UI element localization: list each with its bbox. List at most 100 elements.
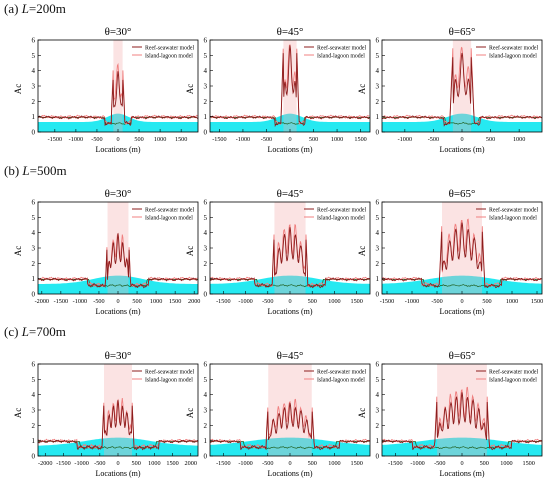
legend-label: Island-lagoon model xyxy=(489,53,537,59)
legend-label: Island-lagoon model xyxy=(317,53,365,59)
x-tick-label: 0 xyxy=(288,136,291,143)
x-tick-label: -1000 xyxy=(74,460,88,467)
legend-label: Island-lagoon model xyxy=(317,215,365,221)
y-tick-label: 5 xyxy=(376,376,380,384)
section-label-a: (a) L=200m xyxy=(4,1,66,17)
y-axis-label: Ac xyxy=(357,246,367,257)
section-tag: (c) xyxy=(4,324,19,339)
x-tick-label: 0 xyxy=(116,298,119,305)
y-tick-label: 6 xyxy=(204,361,208,369)
x-tick-label: -1500 xyxy=(48,136,62,143)
x-axis-label: Locations (m) xyxy=(95,145,140,154)
cyan-area xyxy=(210,113,370,132)
x-tick-label: 500 xyxy=(309,136,318,143)
x-tick-label: -1000 xyxy=(238,298,252,305)
x-tick-label: 500 xyxy=(132,460,141,467)
x-tick-label: 1500 xyxy=(166,460,178,467)
x-tick-label: -1000 xyxy=(69,136,83,143)
reef-zone-shade xyxy=(113,40,123,132)
cyan-area xyxy=(210,437,370,456)
y-tick-label: 2 xyxy=(204,98,208,106)
reef-seawater-series-line xyxy=(37,233,198,289)
x-tick-label: 0 xyxy=(460,298,463,305)
y-tick-label: 2 xyxy=(32,98,36,106)
x-tick-label: 1500 xyxy=(175,136,187,143)
chart-title: θ=65° xyxy=(449,26,476,38)
legend-label: Reef-seawater model xyxy=(145,206,194,213)
y-tick-label: 6 xyxy=(376,199,380,207)
y-tick-label: 1 xyxy=(376,275,380,283)
y-tick-label: 1 xyxy=(376,437,380,445)
x-tick-label: 1000 xyxy=(154,136,166,143)
x-axis-label: Locations (m) xyxy=(439,307,484,316)
x-tick-label: 0 xyxy=(116,136,119,143)
legend-label: Reef-seawater model xyxy=(145,368,194,375)
y-tick-label: 2 xyxy=(32,422,36,430)
cyan-area xyxy=(382,437,542,456)
chart-title: θ=45° xyxy=(277,26,304,38)
y-tick-label: 1 xyxy=(32,113,36,121)
chart-title: θ=30° xyxy=(105,188,132,200)
chart-panel-6: 0 1 2 3 4 5 6 -1500 -1000 -500 0 500 1000 1500 θ=65° Lo… xyxy=(357,188,543,316)
x-tick-label: -1500 xyxy=(216,460,230,467)
y-tick-label: 0 xyxy=(32,291,36,299)
legend-label: Island-lagoon model xyxy=(145,53,193,59)
chart-panel-9: 0 1 2 3 4 5 6 -1500 -1000 -500 0 500 1000 1500 θ=65° Lo… xyxy=(357,350,543,478)
x-tick-label: 500 xyxy=(486,136,495,143)
reef-seawater-series-line xyxy=(381,392,543,451)
x-tick-label: 1500 xyxy=(169,298,181,305)
y-axis-label: Ac xyxy=(13,408,23,419)
x-tick-label: 0 xyxy=(116,460,119,467)
y-tick-label: 6 xyxy=(204,37,208,45)
legend-label: Island-lagoon model xyxy=(489,215,537,221)
reef-seawater-series-line xyxy=(209,402,371,451)
chart-panel-5: 0 1 2 3 4 5 6 -1500 -1000 -500 0 500 1000 1500 θ=45° Lo… xyxy=(185,188,371,316)
x-tick-label: 500 xyxy=(308,298,317,305)
reef-seawater-series-line xyxy=(381,222,542,289)
y-axis-label: Ac xyxy=(185,408,195,419)
x-tick-label: 1500 xyxy=(354,136,366,143)
y-tick-label: 4 xyxy=(376,67,380,75)
y-tick-label: 5 xyxy=(204,52,208,60)
x-tick-label: -1000 xyxy=(236,136,250,143)
y-tick-label: 0 xyxy=(376,129,380,137)
x-tick-label: 1000 xyxy=(150,298,162,305)
y-axis-label: Ac xyxy=(357,408,367,419)
y-tick-label: 0 xyxy=(32,453,36,461)
x-tick-label: 0 xyxy=(460,136,463,143)
y-tick-label: 3 xyxy=(32,245,36,253)
y-tick-label: 2 xyxy=(376,260,380,268)
y-tick-label: 1 xyxy=(204,275,208,283)
x-tick-label: 1500 xyxy=(350,460,362,467)
y-tick-label: 3 xyxy=(376,245,380,253)
reef-zone-shade xyxy=(452,40,472,132)
reef-zone-shade xyxy=(268,364,312,456)
y-tick-label: 3 xyxy=(376,407,380,415)
y-tick-label: 5 xyxy=(32,52,36,60)
y-tick-label: 5 xyxy=(32,376,36,384)
legend-label: Reef-seawater model xyxy=(317,44,366,51)
chart-panel-1: 0 1 2 3 4 5 6 -1500 -1000 -500 0 500 1000 1500 θ=30° Lo… xyxy=(13,26,199,154)
y-tick-label: 3 xyxy=(32,83,36,91)
x-tick-label: -1000 xyxy=(410,460,424,467)
x-tick-label: -500 xyxy=(91,136,102,143)
x-tick-label: -1500 xyxy=(380,298,394,305)
chart-title: θ=30° xyxy=(105,26,132,38)
y-tick-label: 4 xyxy=(32,229,36,237)
x-tick-label: -500 xyxy=(93,298,104,305)
legend-label: Island-lagoon model xyxy=(317,377,365,383)
y-tick-label: 0 xyxy=(204,129,208,137)
x-tick-label: -500 xyxy=(428,136,439,143)
x-tick-label: 1500 xyxy=(522,460,534,467)
x-tick-label: 500 xyxy=(480,460,489,467)
section-label-c: (c) L=700m xyxy=(4,324,66,340)
legend-label: Reef-seawater model xyxy=(317,368,366,375)
legend-label: Reef-seawater model xyxy=(489,44,538,51)
section-L-symbol: L xyxy=(21,324,29,339)
x-tick-label: -1500 xyxy=(54,298,68,305)
section-L-symbol: L xyxy=(21,1,29,16)
reef-zone-shade xyxy=(107,202,129,294)
x-axis-label: Locations (m) xyxy=(95,469,140,478)
legend-label: Reef-seawater model xyxy=(489,206,538,213)
